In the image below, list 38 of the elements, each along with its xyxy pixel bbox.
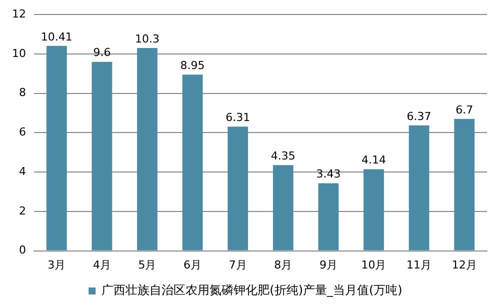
- x-tick-label: 6月: [184, 258, 202, 272]
- x-tick-label: 11月: [406, 258, 432, 272]
- x-tick-label: 4月: [92, 258, 111, 272]
- y-tick-label: 4: [18, 164, 26, 178]
- bar: [182, 74, 203, 250]
- x-tick-label: 3月: [48, 258, 66, 272]
- data-label: 4.35: [270, 150, 296, 163]
- data-label: 3.43: [316, 168, 341, 181]
- data-label: 8.95: [180, 58, 205, 72]
- bar: [137, 48, 158, 250]
- bar: [92, 62, 112, 250]
- y-tick-label: 2: [18, 204, 26, 218]
- bar: [272, 165, 294, 250]
- y-tick-label: 0: [18, 244, 26, 257]
- bar: [46, 46, 67, 250]
- bar: [408, 125, 430, 250]
- y-tick-label: 8: [18, 86, 26, 100]
- data-label: 4.14: [362, 154, 386, 167]
- x-tick-label: 12月: [452, 258, 477, 272]
- data-label: 10.3: [135, 32, 160, 46]
- data-label: 10.41: [40, 30, 72, 44]
- data-label: 6.31: [226, 110, 250, 124]
- data-label: 9.6: [93, 46, 111, 60]
- x-tick-label: 10月: [361, 258, 386, 272]
- bar: [318, 183, 339, 250]
- x-tick-label: 8月: [274, 258, 292, 272]
- x-tick-label: 9月: [319, 258, 338, 272]
- data-label: 6.37: [406, 110, 432, 123]
- y-tick-label: 12: [12, 7, 26, 20]
- y-tick-label: 6: [18, 126, 26, 139]
- x-tick-label: 5月: [138, 258, 156, 272]
- legend-label: 广西壮族自治区农用氮磷钾化肥(折纯)产量_当月值(万吨): [102, 283, 402, 298]
- bar: [228, 126, 248, 250]
- bar: [364, 169, 384, 250]
- x-tick-label: 7月: [228, 258, 247, 272]
- bar: [454, 118, 475, 250]
- data-label: 6.7: [456, 103, 474, 116]
- y-tick-label: 10: [12, 46, 26, 60]
